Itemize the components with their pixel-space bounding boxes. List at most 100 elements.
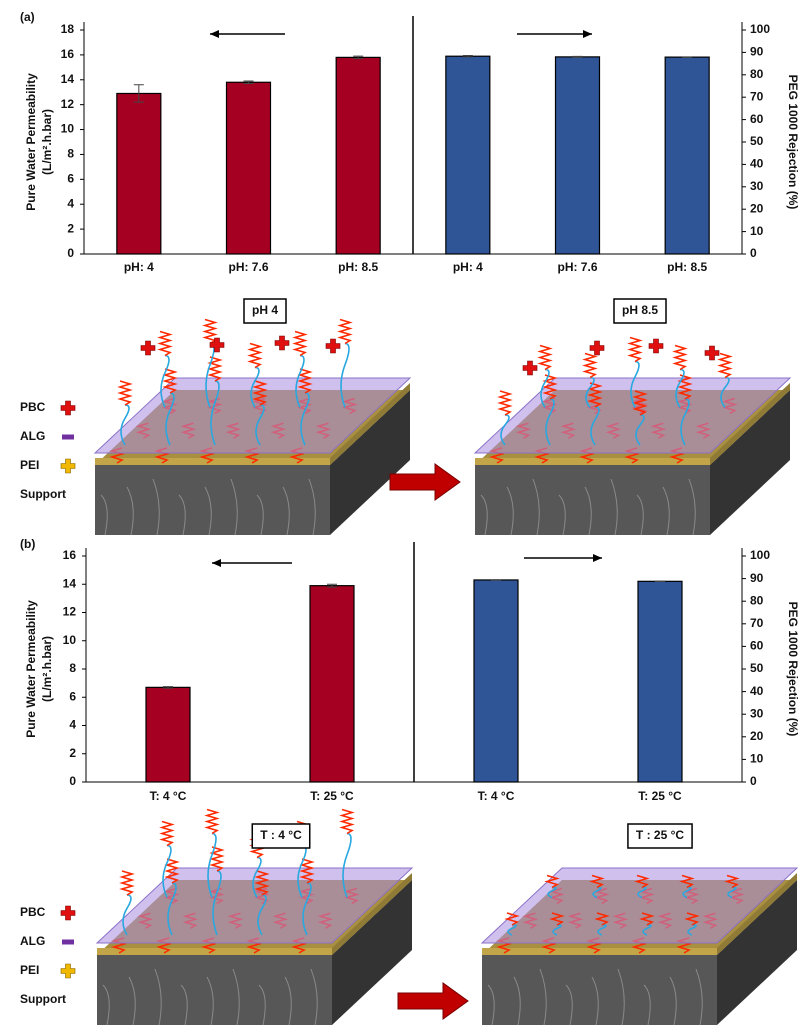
charge-plus-pei — [61, 964, 75, 978]
y-tick-label: 10 — [61, 122, 75, 136]
arrow-head — [593, 554, 602, 562]
arrow-head — [210, 30, 219, 38]
arrow-head — [212, 559, 221, 567]
y-tick-label: 8 — [67, 147, 74, 161]
bar — [638, 581, 682, 782]
pbc-helix — [540, 346, 550, 370]
process-arrow — [398, 983, 468, 1019]
pbc-helix — [250, 344, 260, 368]
panel-label: (b) — [20, 537, 35, 551]
charge-minus — [62, 940, 74, 945]
charge-plus — [590, 341, 604, 355]
pbc-helix — [122, 871, 132, 895]
x-tick-label: pH: 7.6 — [228, 260, 268, 274]
y-tick-label: 4 — [69, 718, 76, 732]
y2-tick-label: 50 — [750, 134, 764, 148]
y-tick-label: 0 — [69, 774, 76, 788]
x-tick-label: pH: 8.5 — [338, 260, 378, 274]
bar — [227, 82, 271, 254]
y2-tick-label: 40 — [750, 157, 764, 171]
pei-front — [95, 458, 330, 465]
y2-tick-label: 30 — [750, 179, 764, 193]
y-tick-label: 16 — [63, 548, 77, 562]
bar — [446, 56, 490, 254]
pbc-helix — [207, 810, 217, 834]
charge-plus — [275, 336, 289, 350]
pbc-helix — [675, 346, 685, 370]
y2-tick-label: 20 — [750, 729, 764, 743]
y-tick-label: 16 — [61, 47, 75, 61]
y-tick-label: 10 — [63, 633, 77, 647]
charge-plus — [649, 339, 663, 353]
y-tick-label: 8 — [69, 661, 76, 675]
state-label: T : 4 °C — [260, 828, 302, 842]
y2-tick-label: 80 — [750, 593, 764, 607]
legend-label: Support — [20, 487, 66, 501]
pbc-helix — [585, 354, 595, 378]
error-bar — [573, 56, 583, 57]
pbc-helix — [500, 391, 510, 415]
y2-tick-label: 70 — [750, 89, 764, 103]
figure: (a)0246810121416180102030405060708090100… — [0, 0, 809, 1032]
support-front — [95, 465, 330, 535]
pbc-helix — [295, 332, 305, 356]
pbc-helix — [342, 810, 352, 834]
charge-minus — [62, 435, 74, 440]
charge-plus — [61, 401, 75, 415]
state-label: pH 4 — [252, 303, 278, 317]
y2-tick-label: 60 — [750, 112, 764, 126]
x-tick-label: T: 4 °C — [478, 789, 515, 803]
y-tick-label: 12 — [61, 97, 75, 111]
y2-tick-label: 100 — [750, 22, 770, 36]
bar — [474, 580, 518, 782]
y2-tick-label: 0 — [750, 246, 757, 260]
pei-front — [482, 948, 717, 955]
y2-tick-label: 90 — [750, 45, 764, 59]
x-tick-label: pH: 4 — [453, 260, 483, 274]
x-tick-label: T: 25 °C — [638, 789, 682, 803]
y2-tick-label: 30 — [750, 706, 764, 720]
y-tick-label: 2 — [69, 746, 76, 760]
support-front — [482, 955, 717, 1025]
pbc-helix — [630, 338, 640, 362]
y-tick-label: 12 — [63, 605, 77, 619]
y2-tick-label: 80 — [750, 67, 764, 81]
arrow-head — [583, 30, 592, 38]
x-tick-label: pH: 8.5 — [667, 260, 707, 274]
state-label: pH 8.5 — [622, 303, 658, 317]
pbc-helix — [160, 332, 170, 356]
y2-tick-label: 20 — [750, 201, 764, 215]
bar — [146, 687, 190, 782]
support-front — [97, 955, 332, 1025]
y-tick-label: 6 — [69, 689, 76, 703]
y2-tick-label: 0 — [750, 774, 757, 788]
pei-front — [475, 458, 710, 465]
y-tick-label: 6 — [67, 172, 74, 186]
x-tick-label: T: 25 °C — [310, 789, 354, 803]
y-axis-label: (L/m².h.bar) — [40, 636, 54, 702]
charge-plus-pei — [61, 459, 75, 473]
y-axis-label: Pure Water Permeability — [24, 73, 38, 211]
y-tick-label: 0 — [67, 246, 74, 260]
pbc-helix — [720, 354, 730, 378]
x-tick-label: pH: 7.6 — [557, 260, 597, 274]
y-tick-label: 14 — [61, 72, 75, 86]
pbc-helix — [162, 822, 172, 846]
bar — [665, 57, 709, 254]
y2-tick-label: 70 — [750, 616, 764, 630]
charge-plus — [705, 346, 719, 360]
y2-tick-label: 90 — [750, 571, 764, 585]
pbc-helix — [120, 381, 130, 405]
y2-tick-label: 60 — [750, 639, 764, 653]
process-arrow — [390, 464, 460, 500]
state-label: T : 25 °C — [636, 828, 684, 842]
y2-axis-label: PEG 1000 Rejection (%) — [786, 602, 800, 737]
y2-tick-label: 50 — [750, 661, 764, 675]
y-tick-label: 2 — [67, 221, 74, 235]
legend-label: Support — [20, 992, 66, 1006]
bar — [117, 93, 161, 254]
y-tick-label: 4 — [67, 196, 74, 210]
pei-front — [97, 948, 332, 955]
y-tick-label: 14 — [63, 576, 77, 590]
legend-label: PEI — [20, 458, 39, 472]
